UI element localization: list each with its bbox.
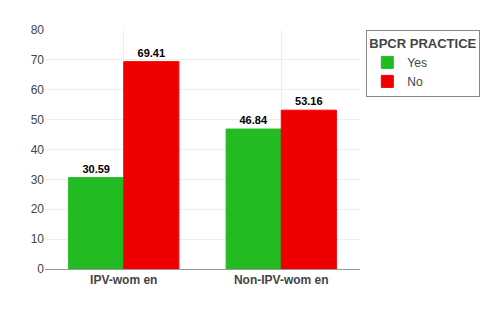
svg-text:IPV-wom en: IPV-wom en (90, 273, 157, 287)
svg-text:BPCR PRACTICE: BPCR PRACTICE (369, 36, 476, 51)
svg-text:70: 70 (31, 53, 45, 67)
svg-text:50: 50 (31, 113, 45, 127)
svg-text:Yes: Yes (407, 56, 427, 70)
svg-text:20: 20 (31, 202, 45, 216)
svg-text:46.84: 46.84 (239, 114, 267, 126)
svg-text:53.16: 53.16 (295, 95, 323, 107)
svg-text:60: 60 (31, 83, 45, 97)
svg-text:Non-IPV-wom en: Non-IPV-wom en (234, 273, 329, 287)
svg-text:0: 0 (37, 262, 44, 276)
svg-text:No: No (407, 75, 423, 89)
svg-text:30: 30 (31, 173, 45, 187)
svg-text:40: 40 (31, 143, 45, 157)
svg-text:30.59: 30.59 (82, 163, 110, 175)
svg-text:80: 80 (31, 23, 45, 37)
svg-text:69.41: 69.41 (138, 47, 166, 59)
svg-text:10: 10 (31, 232, 45, 246)
